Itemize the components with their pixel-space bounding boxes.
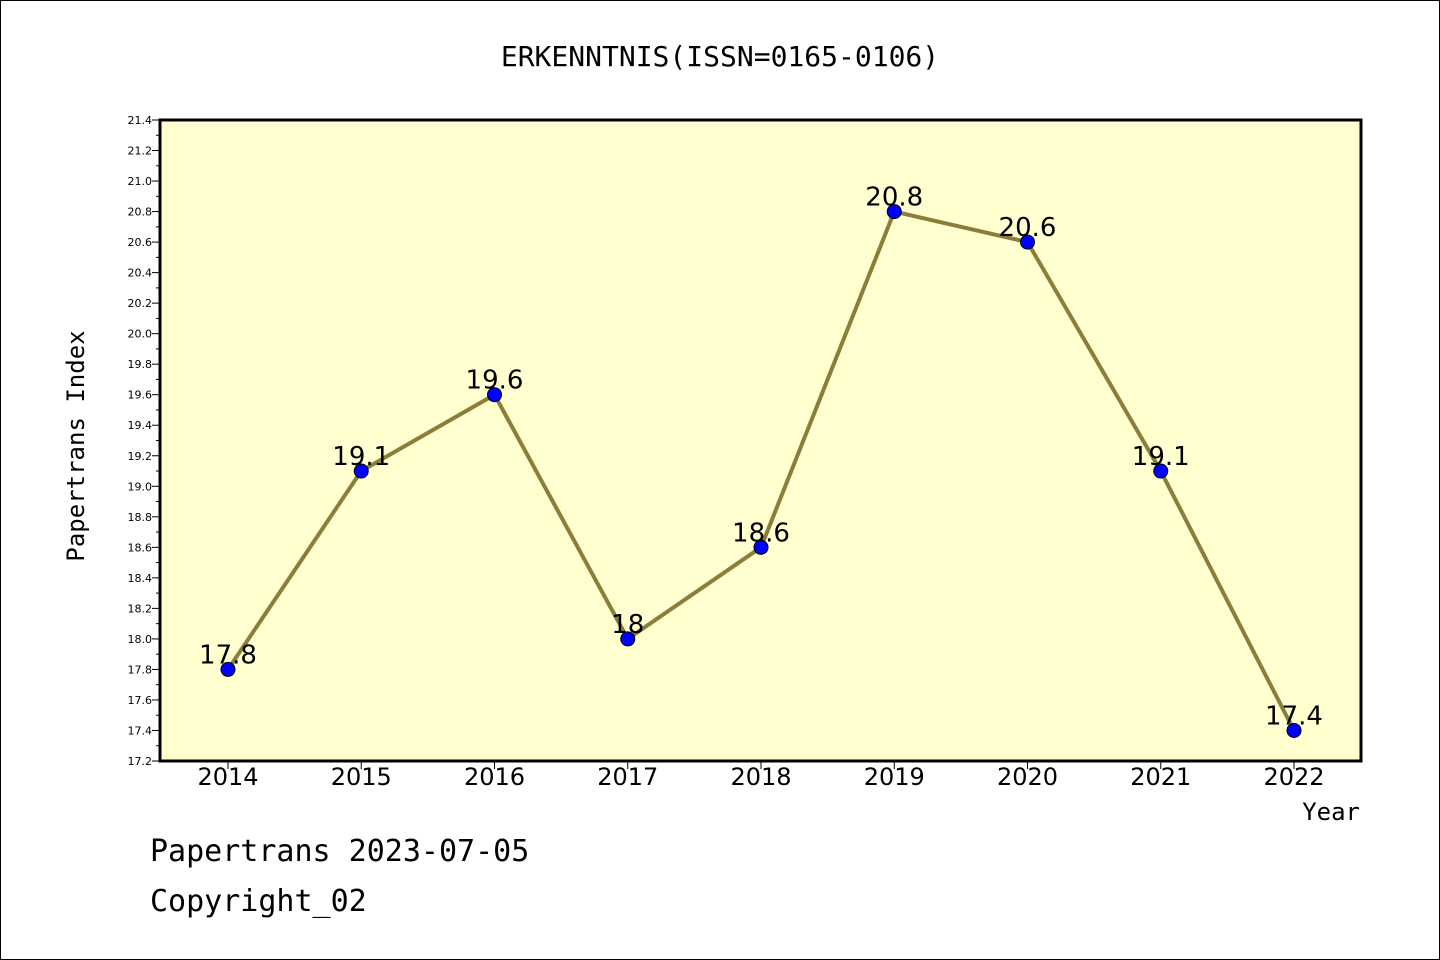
y-tick-label: 20.8 bbox=[128, 206, 153, 219]
data-label: 19.1 bbox=[1132, 442, 1190, 472]
y-tick-label: 19.8 bbox=[128, 358, 153, 371]
data-point bbox=[1153, 463, 1169, 479]
data-point bbox=[886, 204, 902, 220]
x-tick-label: 2021 bbox=[1130, 763, 1191, 791]
y-tick-label: 18.4 bbox=[128, 572, 153, 585]
chart-title: ERKENNTNIS(ISSN=0165-0106) bbox=[501, 40, 939, 73]
x-axis-label: Year bbox=[1302, 798, 1360, 826]
data-label: 19.1 bbox=[332, 442, 390, 472]
data-point bbox=[1020, 234, 1035, 250]
x-tick-label: 2019 bbox=[864, 763, 925, 791]
y-tick-label: 21.4 bbox=[128, 114, 153, 127]
y-tick-label: 21.0 bbox=[128, 175, 153, 188]
y-tick-label: 18.8 bbox=[128, 511, 153, 524]
y-tick-label: 19.2 bbox=[128, 450, 153, 463]
data-label: 17.4 bbox=[1265, 701, 1323, 731]
y-axis-label: Papertrans Index bbox=[62, 330, 90, 561]
x-tick-label: 2017 bbox=[597, 763, 658, 791]
data-point bbox=[220, 661, 236, 677]
x-tick-label: 2022 bbox=[1263, 763, 1324, 791]
y-tick-label: 17.2 bbox=[128, 755, 153, 768]
y-axis: 17.2 17.4 17.6 17.8 18.0 18.2 18.4 18.6 18.8 19.0… bbox=[128, 114, 160, 768]
x-tick-label: 2015 bbox=[331, 763, 392, 791]
y-tick-label: 19.0 bbox=[128, 480, 153, 493]
data-point bbox=[620, 631, 636, 647]
y-tick-label: 21.2 bbox=[128, 145, 153, 158]
data-label: 17.8 bbox=[199, 640, 257, 670]
y-tick-label: 20.0 bbox=[128, 328, 153, 341]
data-point bbox=[353, 463, 369, 479]
series-layer: 17.8 19.1 19.6 18 18.6 20.8 20.6 19.1 17.4 bbox=[199, 183, 1323, 738]
y-tick-label: 18.6 bbox=[128, 541, 153, 554]
footer-date: Papertrans 2023-07-05 bbox=[150, 834, 530, 869]
y-tick-label: 17.8 bbox=[128, 663, 153, 676]
y-tick-label: 20.6 bbox=[128, 236, 153, 249]
y-tick-label: 18.0 bbox=[128, 633, 153, 646]
y-tick-label: 19.4 bbox=[128, 419, 153, 432]
data-point bbox=[487, 387, 502, 403]
footer-copyright: Copyright_02 bbox=[150, 884, 367, 919]
x-tick-label: 2016 bbox=[464, 763, 525, 791]
data-label: 18.6 bbox=[732, 518, 790, 548]
y-tick-label: 18.2 bbox=[128, 602, 153, 615]
y-tick-label: 19.6 bbox=[128, 389, 153, 402]
y-tick-label: 20.2 bbox=[128, 297, 153, 310]
data-label: 20.6 bbox=[999, 213, 1057, 243]
x-tick-label: 2020 bbox=[997, 763, 1058, 791]
data-label: 20.8 bbox=[865, 183, 923, 213]
x-axis: 2014 2015 2016 2017 2018 2019 2020 2021 2022 bbox=[197, 761, 1325, 791]
plot-area bbox=[158, 118, 1363, 763]
y-tick-label: 17.6 bbox=[128, 694, 153, 707]
x-tick-label: 2018 bbox=[730, 763, 791, 791]
y-tick-label: 17.4 bbox=[128, 724, 153, 737]
data-label: 18 bbox=[611, 610, 644, 640]
data-point bbox=[753, 539, 769, 555]
data-point bbox=[1286, 722, 1302, 738]
data-label: 19.6 bbox=[466, 366, 524, 396]
y-tick-label: 20.4 bbox=[128, 267, 153, 280]
x-tick-label: 2014 bbox=[197, 763, 258, 791]
